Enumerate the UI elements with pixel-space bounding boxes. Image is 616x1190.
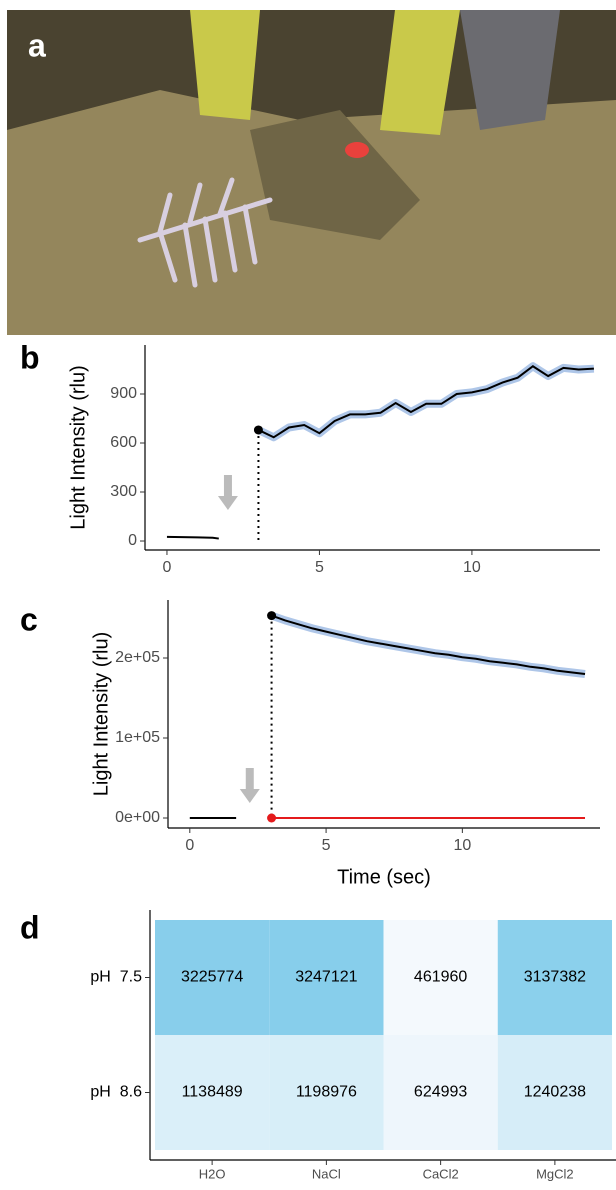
heat-cell	[269, 920, 384, 1035]
series-line	[258, 365, 594, 439]
series-line	[271, 614, 586, 675]
cell-value: 461960	[414, 969, 467, 986]
x-tick-label: NaCl	[312, 1166, 341, 1181]
y-axis-title: Light Intensity (rlu)	[90, 632, 112, 797]
series-line	[166, 535, 219, 540]
cell-value: 624993	[414, 1084, 467, 1101]
panel-label: b	[20, 339, 40, 375]
x-tick-label: CaCl2	[423, 1166, 459, 1181]
y-tick-label: 0e+00	[115, 809, 160, 826]
photo	[7, 10, 616, 335]
heat-cell	[155, 920, 270, 1035]
cell-value: 1138489	[182, 1084, 243, 1101]
cell-value: 3247121	[295, 969, 357, 986]
heat-cell	[155, 1035, 270, 1150]
panel-label: d	[20, 909, 40, 945]
x-axis-title: Time (sec)	[337, 866, 431, 888]
y-tick-label: 1e+05	[115, 729, 160, 746]
cell-value: 1240238	[524, 1084, 586, 1101]
heat-cell	[383, 1035, 498, 1150]
x-tick-label: 5	[315, 559, 324, 576]
panel-label: a	[28, 27, 46, 63]
heat-cell	[497, 920, 612, 1035]
x-tick-label: 0	[185, 837, 194, 854]
heat-cell	[497, 1035, 612, 1150]
start-point	[267, 611, 277, 621]
x-tick-label: 10	[453, 837, 471, 854]
confidence-band	[270, 611, 586, 678]
start-point	[253, 425, 263, 435]
y-tick-label: pH 8.6	[90, 1084, 142, 1101]
heat-cell	[269, 1035, 384, 1150]
start-point	[267, 813, 277, 823]
x-tick-label: H2O	[199, 1166, 226, 1181]
arrow-head	[239, 789, 260, 803]
y-tick-label: 600	[110, 434, 137, 451]
cell-value: 1198976	[296, 1084, 357, 1101]
y-tick-label: 300	[110, 483, 137, 500]
arrow-head	[217, 496, 238, 510]
y-tick-label: pH 7.5	[90, 969, 142, 986]
y-tick-label: 0	[128, 532, 137, 549]
x-tick-label: MgCl2	[536, 1166, 574, 1181]
x-tick-label: 10	[463, 559, 481, 576]
y-tick-label: 900	[110, 385, 137, 402]
cell-value: 3225774	[181, 969, 243, 986]
cell-value: 3137382	[524, 969, 586, 986]
x-tick-label: 5	[322, 837, 331, 854]
y-tick-label: 2e+05	[115, 649, 160, 666]
heat-cell	[383, 920, 498, 1035]
x-tick-label: 0	[163, 559, 172, 576]
y-axis-title: Light Intensity (rlu)	[67, 365, 89, 530]
panel-label: c	[20, 601, 38, 637]
